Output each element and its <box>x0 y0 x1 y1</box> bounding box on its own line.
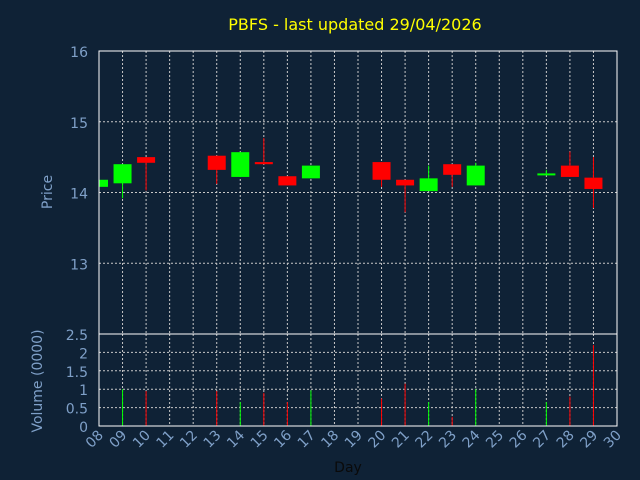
x-tick-label: 30 <box>601 428 625 452</box>
candle-body <box>301 165 320 179</box>
x-tick-label: 28 <box>554 428 578 452</box>
grid-layer <box>99 51 617 426</box>
x-axis-label: Day <box>334 460 362 476</box>
volume-tick-label: 0.5 <box>66 402 88 418</box>
x-tick-label: 20 <box>365 428 389 452</box>
x-tick-label: 09 <box>106 428 130 452</box>
candle-body <box>372 162 391 180</box>
x-tick-label: 21 <box>389 428 413 452</box>
volume-bars <box>122 345 594 426</box>
plot-frames <box>98 50 618 427</box>
candle-body <box>137 157 156 163</box>
x-tick-label: 23 <box>436 428 460 452</box>
x-tick-label: 18 <box>318 428 342 452</box>
x-tick-label: 25 <box>483 428 507 452</box>
x-tick-label: 14 <box>224 427 248 451</box>
candle-body <box>537 173 556 176</box>
candle-body <box>584 177 603 189</box>
x-tick-label: 16 <box>271 427 295 451</box>
price-tick-label: 15 <box>70 116 88 132</box>
x-tick-label: 24 <box>460 427 484 451</box>
x-tick-label: 17 <box>295 428 319 452</box>
x-tick-label: 27 <box>530 428 554 452</box>
price-tick-label: 16 <box>70 45 88 61</box>
chart-title: PBFS - last updated 29/04/2026 <box>228 15 481 34</box>
candle-body <box>99 179 108 187</box>
x-tick-label: 12 <box>177 428 201 452</box>
x-tick-label: 19 <box>342 428 366 452</box>
candle-body <box>254 162 273 165</box>
x-tick-label: 15 <box>248 428 272 452</box>
x-tick-label: 29 <box>577 428 601 452</box>
price-tick-label: 13 <box>70 257 88 273</box>
volume-tick-label: 1.5 <box>66 365 88 381</box>
candles <box>98 138 603 213</box>
candle-body <box>113 164 132 184</box>
x-tick-label: 22 <box>413 428 437 452</box>
volume-tick-label: 0 <box>79 420 88 436</box>
volume-tick-label: 1 <box>79 383 88 399</box>
price-tick-label: 14 <box>70 187 88 203</box>
candle-body <box>207 155 226 170</box>
x-tick-label: 11 <box>154 428 178 452</box>
volume-plot-frame <box>98 333 618 427</box>
candle-body <box>560 165 579 177</box>
candle-body <box>278 176 297 186</box>
candle-body <box>419 178 438 192</box>
candle-body <box>231 152 250 177</box>
candle-body <box>466 165 485 186</box>
price-axis-label: Price <box>40 175 56 209</box>
volume-tick-label: 2 <box>79 346 88 362</box>
x-tick-label: 10 <box>130 428 154 452</box>
candle-body <box>443 164 462 175</box>
candle-body <box>396 179 415 186</box>
volume-tick-label: 2.5 <box>66 328 88 344</box>
volume-axis-label: Volume (0000) <box>30 329 46 432</box>
x-tick-label: 26 <box>507 427 531 451</box>
x-tick-label: 13 <box>201 428 225 452</box>
